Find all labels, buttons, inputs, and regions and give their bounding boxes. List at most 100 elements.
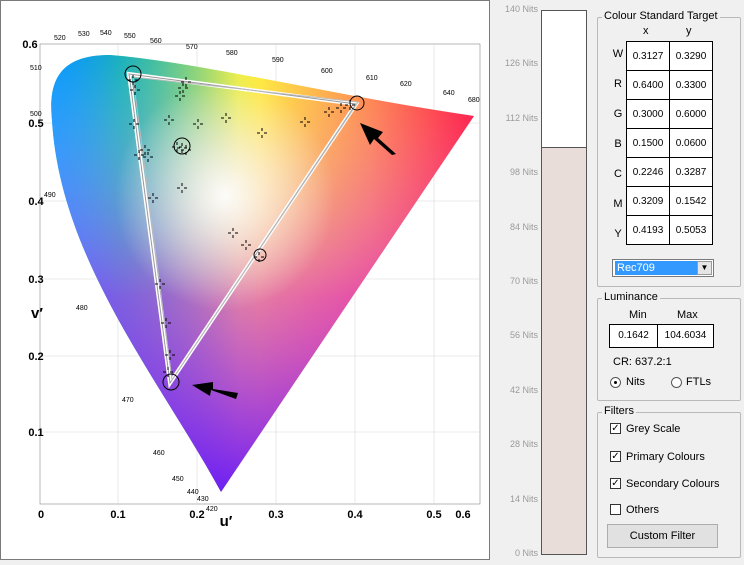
luminance-max-value: 104.6034 [657, 324, 714, 348]
others-label: Others [626, 504, 660, 516]
nits-tick-label: 0 Nits [514, 548, 538, 558]
svg-text:570: 570 [186, 44, 198, 51]
measured-gamut-triangle [132, 76, 359, 382]
crosshair-marker [345, 100, 355, 110]
measurement-markers [128, 75, 355, 377]
svg-text:470: 470 [122, 397, 134, 404]
svg-text:480: 480 [76, 305, 88, 312]
row-label: W [612, 48, 624, 60]
colour-standard-target-group: Colour Standard Target [597, 10, 741, 287]
y-tick-labels: 0.6 0.5 0.4 0.3 0.2 0.1 [22, 39, 44, 439]
cell-y: 0.3287 [669, 157, 713, 187]
standard-select[interactable]: Rec709 ▼ [612, 259, 714, 277]
table-row: 0.1500 0.0600 [626, 128, 713, 158]
table-row: 0.3127 0.3290 [626, 41, 713, 71]
svg-text:440: 440 [187, 489, 199, 496]
svg-text:0.1: 0.1 [110, 509, 125, 521]
nits-tick-label: 56 Nits [509, 330, 538, 341]
crosshair-marker [221, 113, 231, 123]
svg-text:0.3: 0.3 [28, 274, 43, 286]
red-arrow-icon [360, 123, 396, 155]
svg-text:520: 520 [54, 35, 66, 42]
crosshair-marker [148, 193, 158, 203]
plot-area [39, 43, 481, 505]
secondary-colours-checkbox[interactable]: ✓ [610, 478, 621, 489]
svg-text:0.6: 0.6 [455, 509, 470, 521]
blue-arrow-icon [192, 382, 238, 399]
svg-text:0.2: 0.2 [189, 509, 204, 521]
svg-text:0.6: 0.6 [22, 39, 37, 51]
x-tick-labels: 0 0.1 0.2 0.3 0.4 0.5 0.6 [38, 509, 471, 521]
svg-text:550: 550 [124, 33, 136, 40]
nits-tick-label: 98 Nits [509, 167, 538, 178]
wavelength-labels: 520 530 540 550 560 570 580 590 600 610 … [30, 30, 480, 513]
chevron-down-icon[interactable]: ▼ [697, 261, 712, 275]
colour-standard-table: 0.3127 0.3290 0.6400 0.3300 0.3000 0.6000 0.15… [626, 41, 713, 245]
luminance-title: Luminance [602, 291, 660, 303]
filters-group: Filters [597, 405, 741, 558]
ftls-radio[interactable] [671, 377, 682, 388]
table-row: 0.2246 0.3287 [626, 157, 713, 187]
nits-radio[interactable] [610, 377, 621, 388]
luminance-bar [541, 10, 587, 555]
svg-text:0.4: 0.4 [347, 509, 363, 521]
table-row: 0.3209 0.1542 [626, 186, 713, 216]
secondary-colours-label: Secondary Colours [626, 478, 720, 490]
custom-filter-button[interactable]: Custom Filter [607, 524, 718, 548]
svg-text:430: 430 [197, 496, 209, 503]
crosshair-marker [228, 228, 238, 238]
svg-text:450: 450 [172, 476, 184, 483]
crosshair-marker [177, 183, 187, 193]
svg-text:610: 610 [366, 75, 378, 82]
grey-scale-checkbox[interactable]: ✓ [610, 423, 621, 434]
cell-x: 0.2246 [626, 157, 670, 187]
crosshair-marker [129, 119, 139, 129]
crosshair-marker [163, 367, 173, 377]
svg-text:460: 460 [153, 450, 165, 457]
nits-tick-label: 140 Nits [504, 4, 538, 14]
nits-radio-label: Nits [626, 376, 645, 388]
crosshair-marker [172, 142, 182, 152]
svg-text:590: 590 [272, 57, 284, 64]
svg-text:540: 540 [100, 30, 112, 37]
others-checkbox[interactable] [610, 504, 621, 515]
svg-text:0: 0 [38, 509, 44, 521]
svg-text:490: 490 [44, 192, 56, 199]
cell-x: 0.3209 [626, 186, 670, 216]
crosshair-marker [254, 252, 264, 262]
row-label: M [613, 198, 623, 210]
svg-text:0.4: 0.4 [28, 196, 44, 208]
nits-tick-label: 70 Nits [509, 276, 538, 286]
column-header-y: y [686, 25, 692, 37]
standard-select-value: Rec709 [615, 261, 697, 275]
filters-title: Filters [602, 405, 636, 417]
svg-text:530: 530 [78, 31, 90, 38]
grey-scale-label: Grey Scale [626, 423, 681, 435]
svg-text:680: 680 [468, 97, 480, 104]
cell-y: 0.5053 [669, 215, 713, 245]
cell-y: 0.3290 [669, 41, 713, 71]
table-row: 0.3000 0.6000 [626, 99, 713, 129]
nits-tick-label: 14 Nits [509, 493, 538, 504]
primary-colours-checkbox[interactable]: ✓ [610, 451, 621, 462]
nits-tick-label: 28 Nits [509, 439, 538, 450]
cell-y: 0.0600 [669, 128, 713, 158]
row-label: G [613, 108, 623, 120]
luminance-min-value: 0.1642 [609, 324, 658, 348]
cell-x: 0.4193 [626, 215, 670, 245]
row-label: R [614, 78, 622, 90]
crosshair-marker [178, 83, 188, 93]
svg-text:580: 580 [226, 50, 238, 57]
svg-text:0.5: 0.5 [28, 118, 43, 130]
crosshair-marker [324, 107, 334, 117]
cell-y: 0.6000 [669, 99, 713, 129]
cell-x: 0.3000 [626, 99, 670, 129]
crosshair-marker [130, 85, 140, 95]
crosshair-marker [300, 117, 310, 127]
luminance-bar-fill [542, 147, 586, 554]
crosshair-marker [175, 91, 185, 101]
row-label: Y [614, 228, 622, 240]
crosshair-marker [165, 350, 175, 360]
cell-x: 0.6400 [626, 70, 670, 100]
max-label: Max [677, 309, 698, 321]
